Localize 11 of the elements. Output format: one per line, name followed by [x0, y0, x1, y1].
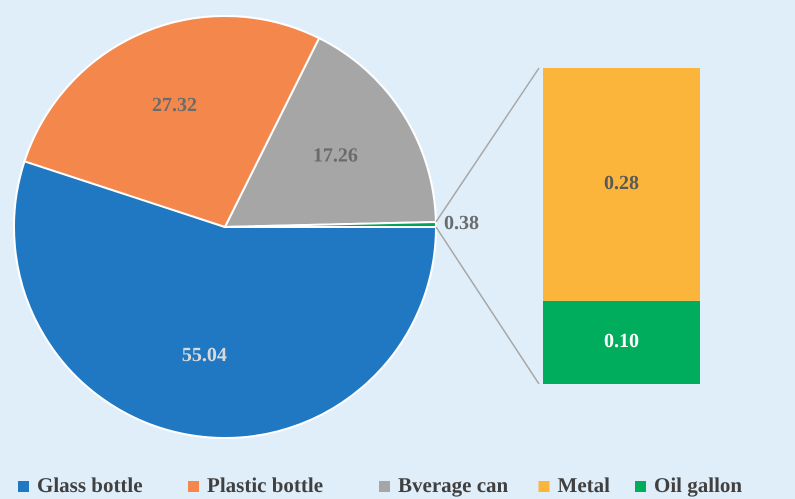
legend-label: Glass bottle — [37, 473, 143, 497]
data-label: 27.32 — [152, 94, 198, 116]
data-label: 17.26 — [312, 144, 358, 166]
data-label: 0.28 — [604, 172, 639, 194]
data-label: 0.38 — [444, 212, 479, 234]
legend-label: Metal — [558, 473, 610, 497]
legend-label: Plastic bottle — [207, 473, 324, 497]
data-label: 0.10 — [604, 330, 639, 352]
legend-label: Bverage can — [398, 473, 509, 497]
legend-label: Oil gallon — [654, 473, 742, 497]
data-label: 55.04 — [182, 344, 227, 366]
